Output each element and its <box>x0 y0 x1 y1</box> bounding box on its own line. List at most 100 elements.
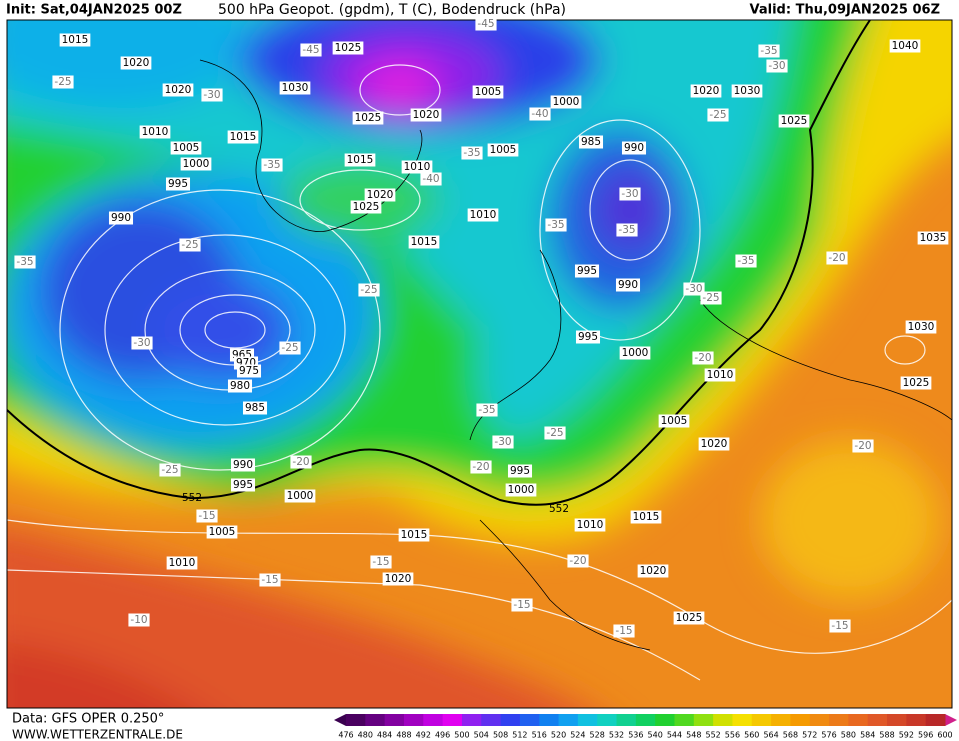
temperature-label-box <box>511 598 533 612</box>
temperature-label-box <box>290 455 312 469</box>
isobar-label: 1005 <box>487 143 519 157</box>
isobar-label-text: 985 <box>245 402 265 414</box>
colorbar-label: 552 <box>705 731 720 740</box>
isobar-label-box <box>180 157 212 171</box>
isobar-label: 1005 <box>170 141 202 155</box>
isobar-label: 995 <box>507 464 533 478</box>
isobar-label: 1010 <box>166 556 198 570</box>
temperature-label-text: -45 <box>302 44 319 56</box>
isobar-label-text: 1025 <box>335 42 362 54</box>
isobar-label-text: 990 <box>233 459 253 471</box>
colorbar-label: 484 <box>377 731 392 740</box>
temperature-label: -15 <box>370 555 392 569</box>
temperature-label-box <box>829 619 851 633</box>
isobar-label: 1020 <box>120 56 152 70</box>
temperature-label: -25 <box>544 426 566 440</box>
coastlines <box>199 59 952 651</box>
colorbar-label: 600 <box>937 731 952 740</box>
isobar-label-box <box>574 264 600 278</box>
colorbar-label: 592 <box>899 731 914 740</box>
colorbar-label: 556 <box>725 731 740 740</box>
colorbar-swatch <box>423 714 444 726</box>
temperature-label: -45 <box>300 43 322 57</box>
temperature-label-box <box>567 554 589 568</box>
isobar-label-text: 1020 <box>413 109 440 121</box>
colorbar-swatch <box>442 714 463 726</box>
colorbar-label: 500 <box>454 731 469 740</box>
temperature-label: -20 <box>567 554 589 568</box>
colorbar-label: 596 <box>918 731 933 740</box>
geopotential-label-text: 552 <box>182 492 202 504</box>
isobar-label-text: 1030 <box>734 85 761 97</box>
isobar-label-box <box>401 160 433 174</box>
isobar-label-text: 1020 <box>367 189 394 201</box>
temperature-label: -30 <box>492 435 514 449</box>
isobar-label-text: 1005 <box>475 86 502 98</box>
temperature-label-text: -35 <box>263 159 280 171</box>
isobar-label: 1025 <box>350 200 382 214</box>
isobar-label-box <box>59 33 91 47</box>
colorbar-label: 476 <box>338 731 353 740</box>
temperature-label-text: -15 <box>513 599 530 611</box>
data-source: Data: GFS OPER 0.250° <box>12 712 164 727</box>
temperature-label: -35 <box>545 218 567 232</box>
isobar-label-text: 1005 <box>173 142 200 154</box>
isobar-label-text: 1015 <box>633 511 660 523</box>
isobar-label: 990 <box>108 211 134 225</box>
temperature-label-text: -20 <box>828 252 845 264</box>
colorbar-swatch <box>771 714 791 726</box>
isobar-label-text: 1015 <box>230 131 257 143</box>
temperature-label-box <box>261 158 283 172</box>
colorbar-swatch <box>403 714 424 726</box>
temperature-label-box <box>616 223 638 237</box>
isobar-label-text: 990 <box>624 142 644 154</box>
isobar-label: 1020 <box>364 188 396 202</box>
colorbar: 476 480 484 488 492 496 500 504 508 512 516 520 524 5… <box>334 714 957 740</box>
isobar-label: 995 <box>575 330 601 344</box>
temperature-label: -25 <box>159 463 181 477</box>
isobar-label: 1015 <box>630 510 662 524</box>
isobar-label-text: 1025 <box>355 112 382 124</box>
isobar-label-text: 1020 <box>701 438 728 450</box>
temperature-label-box <box>692 351 714 365</box>
temperature-label: -35 <box>14 255 36 269</box>
temperature-label-text: -35 <box>760 45 777 57</box>
colorbar-label: 504 <box>474 731 489 740</box>
colorbar-label: 536 <box>628 731 643 740</box>
temperature-label-text: -15 <box>372 556 389 568</box>
temperature-label-text: -30 <box>494 436 511 448</box>
colorbar-label: 548 <box>686 731 701 740</box>
temperature-label-text: -25 <box>360 284 377 296</box>
isobar-label: 1005 <box>206 525 238 539</box>
temperature-label-box <box>852 439 874 453</box>
isobar-label-box <box>410 108 442 122</box>
temperature-label: -40 <box>529 107 551 121</box>
colorbar-left-arrow <box>334 714 346 726</box>
isobar-label-box <box>108 211 134 225</box>
colorbar-label: 580 <box>841 731 856 740</box>
temperature-label: -35 <box>461 146 483 160</box>
isobar-label: 1010 <box>574 518 606 532</box>
temperature-label-text: -25 <box>181 239 198 251</box>
temperature-label: -30 <box>131 336 153 350</box>
temperature-label-text: -15 <box>198 510 215 522</box>
temperature-label: -30 <box>201 88 223 102</box>
colorbar-label: 528 <box>590 731 605 740</box>
isobar-label: 1030 <box>905 320 937 334</box>
geopotential-label: 552 <box>182 492 202 504</box>
isobar-label-text: 1030 <box>908 321 935 333</box>
colorbar-swatch <box>809 714 830 726</box>
colorbar-label: 488 <box>396 731 411 740</box>
colorbar-swatch <box>500 714 521 726</box>
temperature-label-box <box>758 44 780 58</box>
temperature-label-box <box>476 403 498 417</box>
temperature-label-text: -15 <box>831 620 848 632</box>
colorbar-label: 540 <box>648 731 663 740</box>
isobar-label: 990 <box>230 458 256 472</box>
temperature-label-box <box>201 88 223 102</box>
isobar-label-box <box>162 83 194 97</box>
temperature-label: -25 <box>358 283 380 297</box>
isobar-label-text: 1015 <box>62 34 89 46</box>
temperature-label-box <box>492 435 514 449</box>
